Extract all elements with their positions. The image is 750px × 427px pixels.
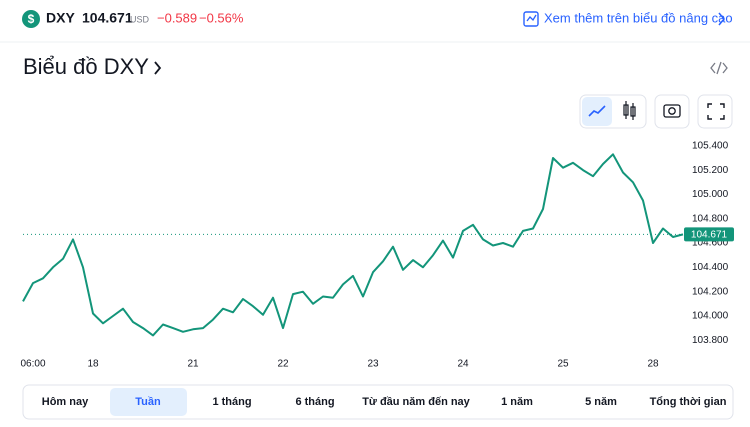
price-line: [22, 153, 684, 337]
tab[interactable]: 5 năm: [585, 396, 617, 408]
fullscreen-icon: [707, 103, 725, 120]
x-tick-label: 25: [557, 359, 569, 370]
chart: 103.800 104.000 104.200 104.400 104.600 104.8…: [20, 140, 734, 370]
active-tab-bg[interactable]: [110, 388, 187, 416]
x-tick-label: 06:00: [20, 359, 45, 370]
advanced-link[interactable]: Xem thêm trên biểu đồ nâng cao: [523, 10, 733, 27]
x-tick-label: 21: [187, 359, 199, 370]
page-title[interactable]: Biểu đồ DXY: [23, 54, 149, 79]
tab[interactable]: 6 tháng: [295, 396, 334, 408]
chart-icon-line: [526, 14, 537, 22]
x-tick-label: 18: [87, 359, 99, 370]
y-tick-label: 104.000: [692, 311, 729, 322]
tab[interactable]: Từ đầu năm đến nay: [362, 396, 470, 408]
last-price-badge: [684, 227, 734, 242]
y-tick-label: 104.400: [692, 262, 729, 273]
change: −0.589: [157, 10, 197, 25]
embed-button[interactable]: [710, 61, 728, 75]
camera-icon: [668, 107, 676, 115]
line-style-button[interactable]: [582, 97, 612, 126]
advanced-link-text[interactable]: Xem thêm trên biểu đồ nâng cao: [544, 10, 733, 25]
embed-icon: [716, 61, 722, 75]
dollar-sign: $: [28, 12, 35, 26]
x-tick-label: 24: [457, 359, 469, 370]
y-tick-label: 103.800: [692, 335, 729, 346]
y-tick-label: 104.200: [692, 286, 729, 297]
y-tick-label: 105.200: [692, 165, 729, 176]
tabs: Hôm nay Tuần 1 tháng 6 tháng Từ đầu năm đến …: [42, 388, 727, 416]
y-tick-label: 104.600: [692, 238, 729, 249]
fullscreen-button[interactable]: [697, 94, 733, 129]
title-chevron: [154, 61, 162, 75]
candle-style-button[interactable]: [623, 101, 636, 120]
x-tick-label: 22: [277, 359, 289, 370]
last-price-label: 104.671: [691, 230, 728, 241]
tab-bar: [22, 384, 734, 420]
chevron: [718, 12, 725, 26]
line-icon: [588, 105, 606, 117]
x-tick-label: 23: [367, 359, 379, 370]
tab[interactable]: Hôm nay: [42, 396, 89, 408]
camera-icon: [663, 104, 681, 118]
embed-icon: [710, 62, 716, 74]
currency: USD: [130, 14, 150, 24]
y-tick-label: 105.000: [692, 189, 729, 200]
price: 104.671: [82, 10, 133, 26]
y-tick-label: 104.800: [692, 213, 729, 224]
symbol-icon: [22, 10, 40, 28]
screenshot-button[interactable]: [654, 94, 690, 129]
symbol: DXY: [46, 10, 75, 26]
embed-icon: [722, 62, 728, 74]
y-tick-label: 105.400: [692, 140, 729, 151]
tab[interactable]: 1 năm: [501, 396, 533, 408]
tab[interactable]: Tổng thời gian: [650, 396, 727, 408]
x-tick-label: 28: [647, 359, 659, 370]
tab[interactable]: 1 tháng: [212, 396, 251, 408]
tab[interactable]: Tuần: [135, 396, 161, 408]
change-percent: −0.56%: [199, 10, 244, 25]
chart-icon: [523, 11, 539, 27]
